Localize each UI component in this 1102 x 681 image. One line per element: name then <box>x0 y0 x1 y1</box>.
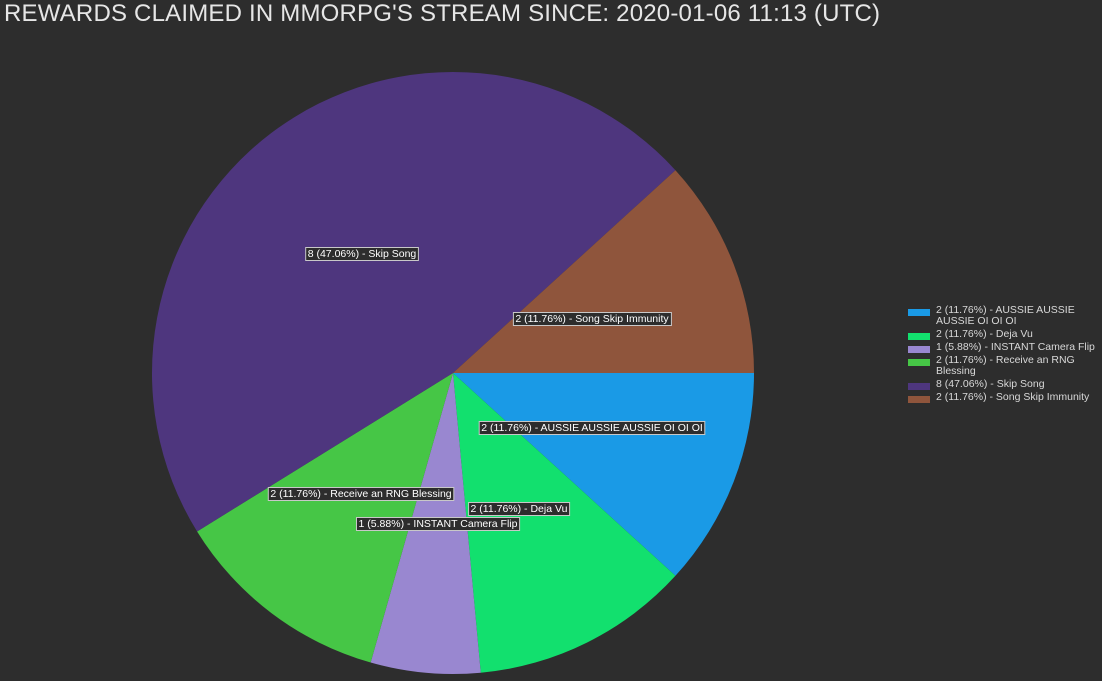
legend-swatch <box>908 346 930 353</box>
chart-legend: 2 (11.76%) - AUSSIE AUSSIE AUSSIE OI OI … <box>908 305 1102 405</box>
legend-label: 8 (47.06%) - Skip Song <box>936 378 1045 390</box>
legend-label: 2 (11.76%) - Song Skip Immunity <box>936 391 1090 403</box>
legend-item[interactable]: 2 (11.76%) - Deja Vu <box>908 329 1102 340</box>
svg-text:2 (11.76%) - AUSSIE AUSSIE AUS: 2 (11.76%) - AUSSIE AUSSIE AUSSIE OI OI … <box>481 422 703 434</box>
slice-label-box <box>478 421 706 435</box>
legend-swatch <box>908 383 930 390</box>
legend-item[interactable]: 2 (11.76%) - AUSSIE AUSSIE AUSSIE OI OI … <box>908 305 1102 327</box>
slice-label-box <box>267 487 455 501</box>
legend-item[interactable]: 2 (11.76%) - Receive an RNG Blessing <box>908 355 1102 377</box>
pie-slice-deja-vu[interactable] <box>453 373 676 673</box>
svg-text:2 (11.76%) - Receive an RNG Bl: 2 (11.76%) - Receive an RNG Blessing <box>270 488 451 500</box>
legend-swatch <box>908 333 930 340</box>
legend-item[interactable]: 8 (47.06%) - Skip Song <box>908 379 1102 390</box>
legend-label: 2 (11.76%) - AUSSIE AUSSIE AUSSIE OI OI … <box>936 304 1075 327</box>
legend-label: 2 (11.76%) - Deja Vu <box>936 328 1033 340</box>
svg-text:2 (11.76%) - Song Skip Immunit: 2 (11.76%) - Song Skip Immunity <box>515 313 669 325</box>
slice-label-box <box>468 502 571 516</box>
slice-label: 2 (11.76%) - AUSSIE AUSSIE AUSSIE OI OI … <box>478 421 706 435</box>
pie-slice-receive-an-rng-blessing[interactable] <box>197 373 453 663</box>
pie-labels: 2 (11.76%) - AUSSIE AUSSIE AUSSIE OI OI … <box>267 247 706 531</box>
legend-swatch <box>908 396 930 403</box>
svg-text:2 (11.76%) - Deja Vu: 2 (11.76%) - Deja Vu <box>471 503 568 515</box>
slice-label-box <box>512 312 672 326</box>
legend-item[interactable]: 1 (5.88%) - INSTANT Camera Flip <box>908 342 1102 353</box>
slice-label: 1 (5.88%) - INSTANT Camera Flip <box>356 517 521 531</box>
legend-swatch <box>908 359 930 366</box>
slice-label: 2 (11.76%) - Deja Vu <box>468 502 571 516</box>
pie-slice-skip-song[interactable] <box>151 71 676 532</box>
svg-text:8 (47.06%) - Skip Song: 8 (47.06%) - Skip Song <box>308 248 417 260</box>
slice-label: 2 (11.76%) - Song Skip Immunity <box>512 312 672 326</box>
legend-label: 1 (5.88%) - INSTANT Camera Flip <box>936 341 1095 353</box>
slice-label: 2 (11.76%) - Receive an RNG Blessing <box>267 487 455 501</box>
chart-title: REWARDS CLAIMED IN MMORPG'S STREAM SINCE… <box>4 0 881 27</box>
legend-swatch <box>908 309 930 316</box>
slice-label-box <box>305 247 419 261</box>
slice-label-box <box>356 517 521 531</box>
legend-item[interactable]: 2 (11.76%) - Song Skip Immunity <box>908 392 1102 403</box>
legend-label: 2 (11.76%) - Receive an RNG Blessing <box>936 354 1075 377</box>
svg-text:1 (5.88%) - INSTANT Camera Fli: 1 (5.88%) - INSTANT Camera Flip <box>359 518 518 530</box>
slice-label: 8 (47.06%) - Skip Song <box>305 247 419 261</box>
pie-slices <box>151 71 754 675</box>
